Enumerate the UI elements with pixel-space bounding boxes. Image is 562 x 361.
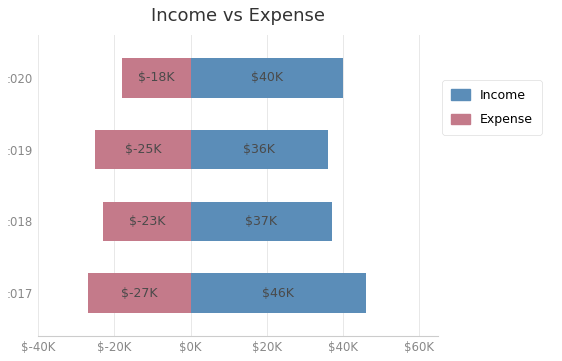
- Text: $-23K: $-23K: [129, 215, 165, 228]
- Bar: [88, 273, 191, 313]
- Title: Income vs Expense: Income vs Expense: [151, 7, 325, 25]
- Text: $40K: $40K: [251, 71, 283, 84]
- Bar: [191, 130, 328, 169]
- Text: $37K: $37K: [245, 215, 277, 228]
- Text: $-27K: $-27K: [121, 287, 157, 300]
- Bar: [96, 130, 191, 169]
- Bar: [191, 273, 366, 313]
- Bar: [122, 58, 191, 97]
- Legend: Income, Expense: Income, Expense: [442, 80, 542, 135]
- Bar: [103, 202, 191, 241]
- Text: $-25K: $-25K: [125, 143, 161, 156]
- Text: $-18K: $-18K: [138, 71, 175, 84]
- Text: $46K: $46K: [262, 287, 294, 300]
- Bar: [191, 202, 332, 241]
- Text: $36K: $36K: [243, 143, 275, 156]
- Bar: [191, 58, 343, 97]
